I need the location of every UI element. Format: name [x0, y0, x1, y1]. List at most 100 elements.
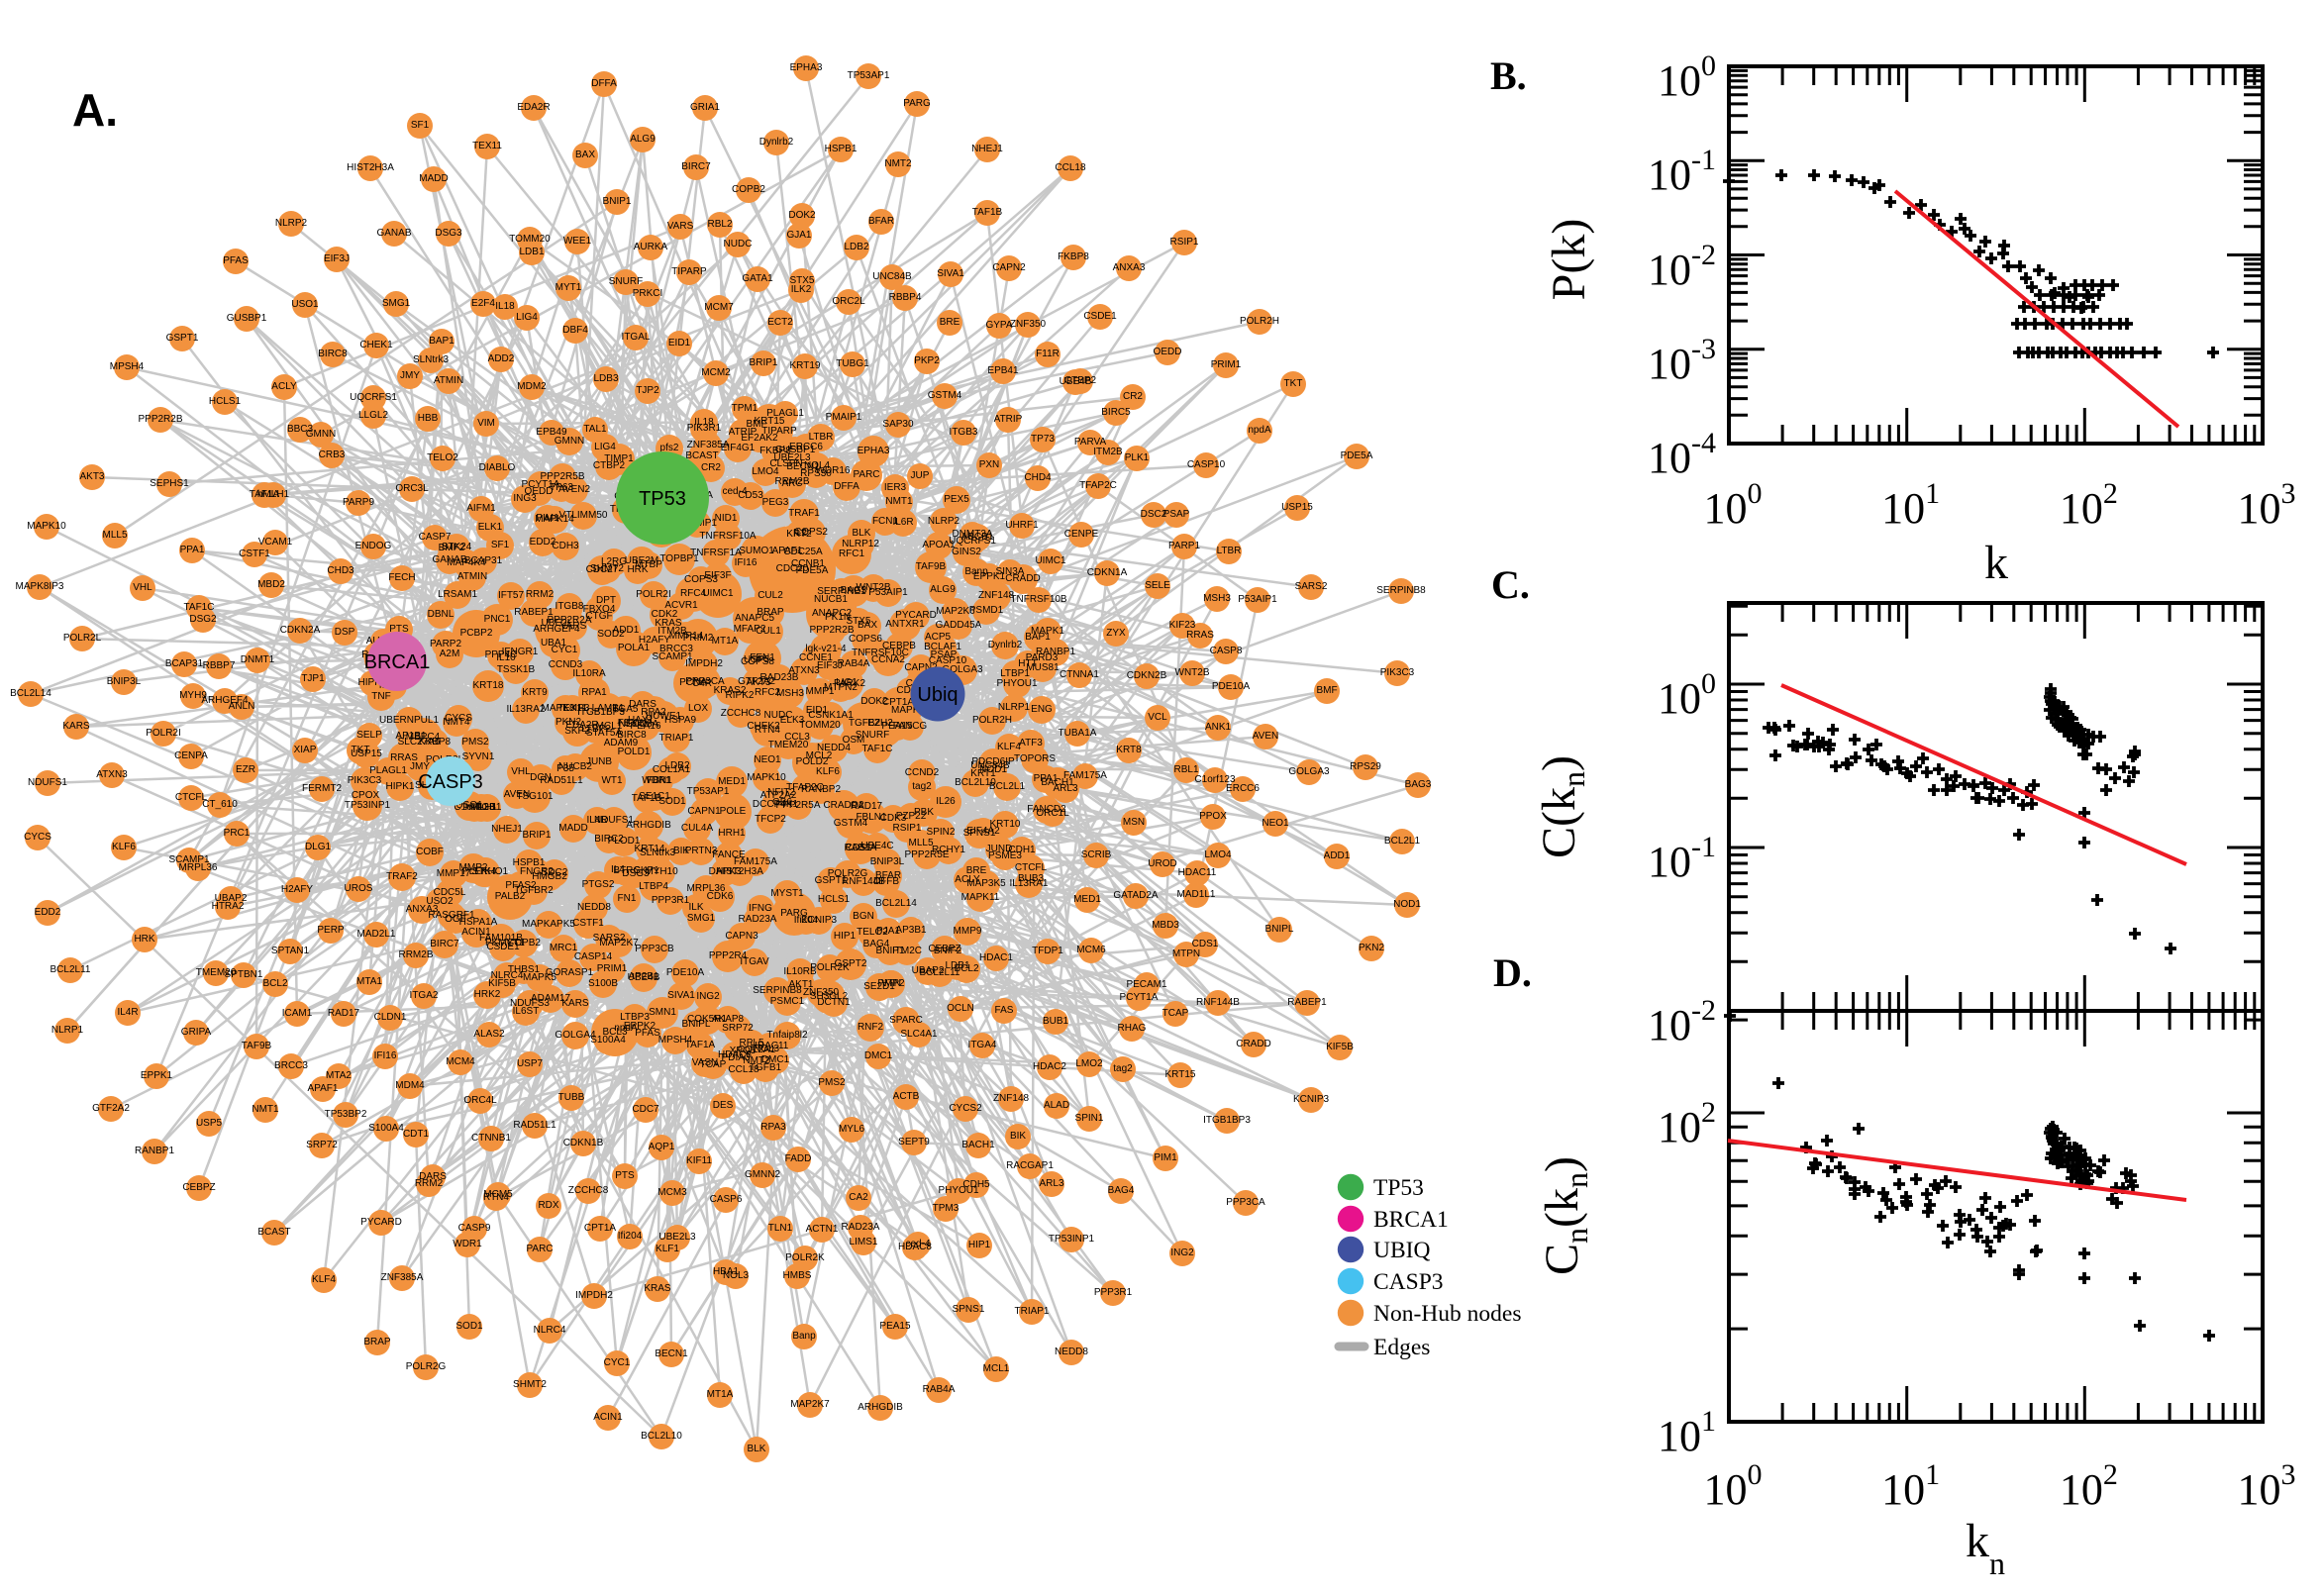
svg-text:ADD1: ADD1	[1324, 850, 1351, 861]
svg-text:MT1A: MT1A	[707, 1389, 734, 1400]
svg-text:BCAP31: BCAP31	[464, 555, 503, 566]
svg-text:RBBP4: RBBP4	[889, 292, 922, 303]
svg-text:POLR2H: POLR2H	[1240, 316, 1279, 327]
svg-text:JMY: JMY	[400, 370, 420, 381]
svg-text:USP7: USP7	[517, 1058, 544, 1069]
svg-text:RNF144B: RNF144B	[842, 876, 885, 887]
svg-text:RRM2B: RRM2B	[774, 476, 809, 487]
svg-text:WT1: WT1	[601, 775, 623, 786]
svg-text:PDE10A: PDE10A	[1212, 681, 1251, 692]
svg-text:SLNtrk3: SLNtrk3	[640, 848, 676, 858]
svg-text:APAF1: APAF1	[308, 1083, 339, 1094]
svg-text:Ifi204: Ifi204	[794, 915, 819, 926]
svg-text:TRIAP1: TRIAP1	[658, 733, 693, 744]
svg-text:BFAR: BFAR	[868, 216, 894, 227]
svg-text:BIRC2: BIRC2	[594, 834, 624, 845]
svg-text:IFNGR1: IFNGR1	[502, 647, 539, 657]
svg-text:GSPT1: GSPT1	[166, 333, 199, 344]
svg-text:ARHGDIB: ARHGDIB	[626, 820, 671, 831]
svg-text:BRAP: BRAP	[363, 1337, 391, 1347]
svg-text:BRE: BRE	[966, 865, 987, 876]
svg-text:H2AFY: H2AFY	[639, 635, 671, 646]
svg-text:PKN2: PKN2	[1359, 943, 1385, 953]
svg-text:ANTXR1: ANTXR1	[885, 619, 925, 630]
svg-text:KIF23: KIF23	[1169, 620, 1196, 631]
svg-text:LIG4: LIG4	[594, 442, 616, 452]
svg-text:BCL2L11: BCL2L11	[920, 967, 960, 978]
svg-text:UROS: UROS	[345, 883, 373, 894]
svg-text:HCLS1: HCLS1	[818, 894, 851, 905]
svg-text:FBXO4: FBXO4	[583, 604, 616, 615]
svg-text:TRAF2: TRAF2	[386, 871, 418, 882]
svg-text:CRB3: CRB3	[319, 449, 346, 460]
svg-text:PPP2R5E: PPP2R5E	[904, 849, 949, 860]
svg-text:ZNF350: ZNF350	[803, 987, 840, 998]
svg-text:BCLAF1: BCLAF1	[924, 642, 961, 652]
svg-text:PFAS: PFAS	[223, 255, 249, 266]
svg-text:HDAC11: HDAC11	[1178, 867, 1217, 878]
svg-text:CHEK2: CHEK2	[747, 721, 780, 732]
svg-text:VCL: VCL	[1148, 712, 1167, 723]
svg-text:FN1: FN1	[618, 893, 637, 904]
svg-text:TUBG1: TUBG1	[836, 358, 869, 369]
svg-text:MYH10: MYH10	[645, 866, 678, 877]
svg-text:ADAM17: ADAM17	[531, 993, 570, 1004]
svg-text:PARC: PARC	[853, 469, 879, 480]
svg-text:VASN: VASN	[692, 1057, 719, 1068]
svg-text:LTBP3: LTBP3	[620, 1012, 650, 1023]
svg-text:HIST2H3A: HIST2H3A	[716, 866, 763, 877]
svg-text:PDE10A: PDE10A	[666, 967, 705, 978]
svg-text:UBA1: UBA1	[541, 638, 567, 648]
svg-text:SOD1: SOD1	[658, 796, 686, 807]
svg-text:CCNA2: CCNA2	[871, 654, 905, 665]
svg-text:SPARC: SPARC	[889, 1015, 923, 1026]
svg-text:NEO1: NEO1	[754, 754, 781, 765]
svg-text:DES: DES	[713, 1100, 734, 1111]
svg-text:ALAD: ALAD	[1044, 1100, 1069, 1111]
svg-text:ITM2C: ITM2C	[892, 946, 922, 956]
svg-text:DBF4: DBF4	[562, 325, 588, 336]
svg-text:CCND2: CCND2	[905, 767, 940, 778]
svg-text:BIRC7: BIRC7	[430, 939, 459, 949]
svg-text:HIP1: HIP1	[834, 931, 857, 942]
svg-text:RAD23B: RAD23B	[760, 672, 799, 683]
svg-text:BGN: BGN	[853, 911, 874, 922]
svg-text:CASP3: CASP3	[418, 771, 483, 793]
svg-text:CDKN2B: CDKN2B	[1127, 670, 1167, 681]
svg-text:FANCG: FANCG	[893, 721, 928, 732]
svg-text:BAX: BAX	[575, 150, 595, 160]
svg-text:EPHA3: EPHA3	[790, 62, 823, 73]
svg-text:RSIP1: RSIP1	[1170, 237, 1199, 248]
svg-text:MAPK14: MAPK14	[535, 514, 574, 525]
svg-text:POLD1: POLD1	[618, 747, 651, 757]
svg-text:LDB3: LDB3	[593, 373, 618, 384]
svg-text:MCM5: MCM5	[483, 1189, 513, 1200]
svg-text:MAP4K4: MAP4K4	[447, 557, 486, 568]
svg-text:PEG3: PEG3	[762, 497, 789, 508]
svg-text:BIRC5: BIRC5	[1101, 407, 1131, 418]
svg-text:CENPE: CENPE	[1064, 529, 1099, 540]
svg-text:ADD1: ADD1	[613, 625, 640, 636]
svg-text:ATXN3: ATXN3	[788, 665, 820, 676]
svg-text:BMF2: BMF2	[439, 543, 465, 553]
svg-text:TELO2: TELO2	[857, 927, 888, 938]
svg-text:AKT3: AKT3	[79, 471, 104, 482]
svg-text:CDT1: CDT1	[403, 1129, 430, 1140]
svg-text:BRCA1: BRCA1	[364, 651, 431, 673]
svg-text:MAPK8: MAPK8	[891, 705, 925, 716]
svg-text:GOLGA4: GOLGA4	[555, 1030, 596, 1041]
svg-text:FAM175A: FAM175A	[734, 856, 777, 867]
svg-text:KRT15: KRT15	[755, 416, 785, 427]
svg-text:BCAST: BCAST	[257, 1227, 290, 1238]
svg-text:BCL2L14: BCL2L14	[875, 898, 917, 909]
svg-text:BCL2L14: BCL2L14	[10, 688, 51, 699]
svg-text:ANK1: ANK1	[1205, 722, 1232, 733]
svg-text:HIP1: HIP1	[968, 1240, 991, 1250]
svg-text:ITM2B: ITM2B	[657, 626, 687, 637]
svg-text:RRM2B: RRM2B	[398, 949, 433, 960]
svg-text:HTRA2: HTRA2	[212, 901, 245, 912]
svg-text:PFAS2: PFAS2	[505, 880, 537, 891]
svg-text:CR2: CR2	[701, 462, 721, 473]
svg-text:LTBR: LTBR	[809, 432, 834, 443]
svg-text:CT_610: CT_610	[202, 799, 238, 810]
